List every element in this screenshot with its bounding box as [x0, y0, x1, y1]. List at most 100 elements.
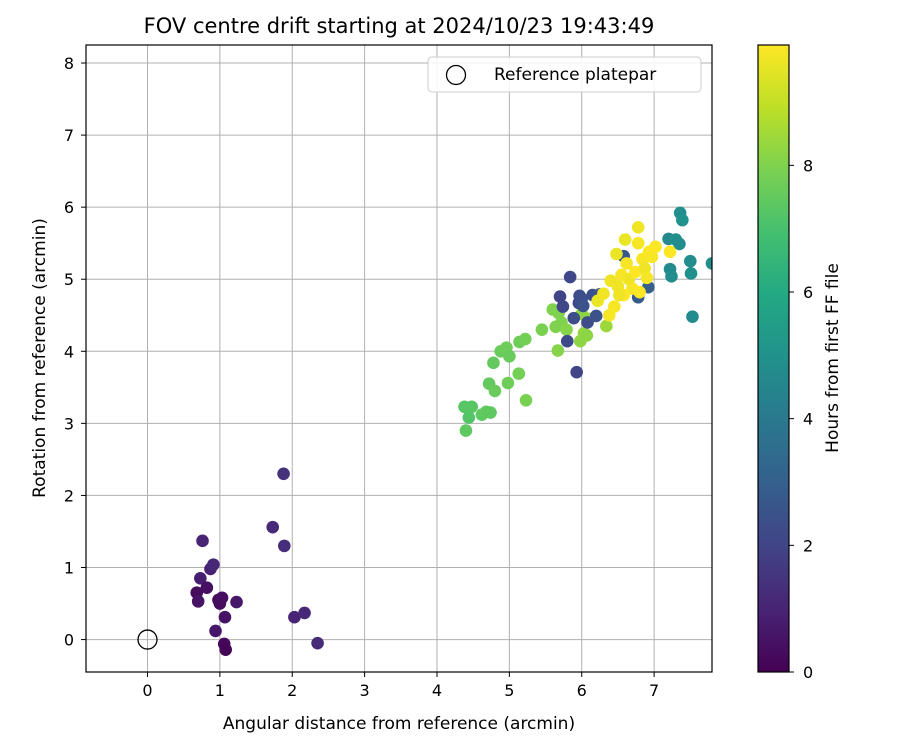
data-point [298, 606, 311, 620]
data-point [194, 572, 207, 585]
data-point [581, 316, 594, 329]
data-point [563, 270, 577, 284]
data-point [518, 332, 532, 346]
data-point [631, 221, 645, 234]
data-point [556, 300, 570, 313]
colorbar: 0 2 4 6 8 Hours from first FF file [757, 44, 843, 682]
y-tick-label: 7 [64, 126, 74, 145]
data-point [484, 406, 497, 419]
data-points [137, 206, 712, 656]
data-point [218, 610, 232, 624]
y-tick-label: 6 [64, 198, 74, 217]
data-point [645, 250, 659, 264]
y-tick-label: 5 [64, 270, 74, 289]
legend-box [427, 56, 702, 93]
data-point [600, 319, 613, 333]
data-point [613, 288, 626, 302]
y-tick-label: 0 [64, 631, 74, 650]
data-point [459, 424, 473, 437]
plot-frame [85, 44, 713, 673]
data-point [551, 344, 565, 357]
x-tick-label: 4 [432, 681, 442, 700]
data-point [465, 400, 479, 414]
colorbar-gradient [757, 44, 790, 673]
data-point [501, 376, 515, 390]
data-point [277, 467, 290, 481]
data-point [512, 367, 526, 380]
data-point [553, 290, 567, 303]
data-point [620, 257, 633, 270]
y-axis-label: Rotation from reference (arcmin) [30, 218, 50, 498]
data-point [610, 247, 623, 261]
data-point [676, 213, 689, 227]
data-point [560, 334, 574, 348]
data-point [488, 384, 502, 398]
legend-marker [445, 64, 467, 86]
data-point [684, 267, 698, 280]
colorbar-tick-label: 0 [803, 663, 813, 682]
data-point [288, 610, 301, 624]
data-point [633, 285, 646, 299]
data-point [683, 254, 697, 268]
data-point [663, 245, 677, 259]
data-point [191, 595, 205, 608]
data-point [597, 287, 610, 300]
x-tick-label: 6 [577, 681, 587, 700]
data-point [196, 534, 209, 548]
data-point [230, 595, 243, 609]
data-point [649, 240, 662, 254]
colorbar-label: Hours from first FF file [823, 263, 843, 453]
data-point [608, 300, 621, 313]
data-point [266, 520, 280, 534]
data-point [535, 323, 549, 336]
chart-title: FOV centre drift starting at 2024/10/23 … [144, 14, 655, 38]
data-point [640, 271, 654, 285]
x-tick-label: 2 [287, 681, 297, 700]
data-point [567, 311, 581, 325]
data-point [570, 365, 583, 379]
reference-point [137, 629, 158, 650]
y-axis: 0 1 2 3 4 5 6 7 8 [64, 54, 86, 650]
data-point [277, 539, 291, 553]
x-tick-label: 7 [649, 681, 659, 700]
data-point [207, 558, 220, 571]
y-tick-label: 3 [64, 414, 74, 433]
data-point [311, 636, 324, 650]
y-tick-label: 8 [64, 54, 74, 73]
data-point [219, 643, 232, 656]
data-point [209, 624, 222, 638]
data-point [589, 309, 603, 323]
x-axis-label: Angular distance from reference (arcmin) [223, 714, 575, 734]
data-point [673, 237, 686, 251]
scatter-series [137, 206, 712, 656]
data-point [631, 236, 645, 250]
data-point [576, 299, 590, 313]
y-tick-label: 2 [64, 486, 74, 505]
data-point [665, 270, 678, 283]
colorbar-tick-label: 4 [803, 410, 813, 429]
legend-entry: Reference platepar [494, 65, 656, 85]
data-point [200, 581, 214, 594]
data-point [519, 394, 533, 407]
data-point [580, 329, 594, 342]
x-tick-label: 0 [142, 681, 152, 700]
colorbar-ticks: 0 2 4 6 8 [789, 156, 813, 682]
colorbar-tick-label: 2 [803, 536, 813, 555]
y-tick-label: 1 [64, 559, 74, 578]
data-point [560, 323, 573, 336]
data-point [618, 233, 632, 246]
legend: Reference platepar [427, 56, 702, 93]
data-point [705, 257, 712, 270]
x-tick-label: 1 [215, 681, 225, 700]
x-axis: 0 1 2 3 4 5 6 7 [142, 672, 659, 700]
x-tick-label: 5 [504, 681, 514, 700]
data-point [487, 356, 500, 370]
x-tick-label: 3 [360, 681, 370, 700]
data-point [503, 350, 516, 363]
y-tick-label: 4 [64, 342, 74, 361]
colorbar-tick-label: 6 [803, 283, 813, 302]
data-point [686, 310, 699, 324]
data-point [215, 591, 229, 605]
data-point [462, 411, 476, 424]
